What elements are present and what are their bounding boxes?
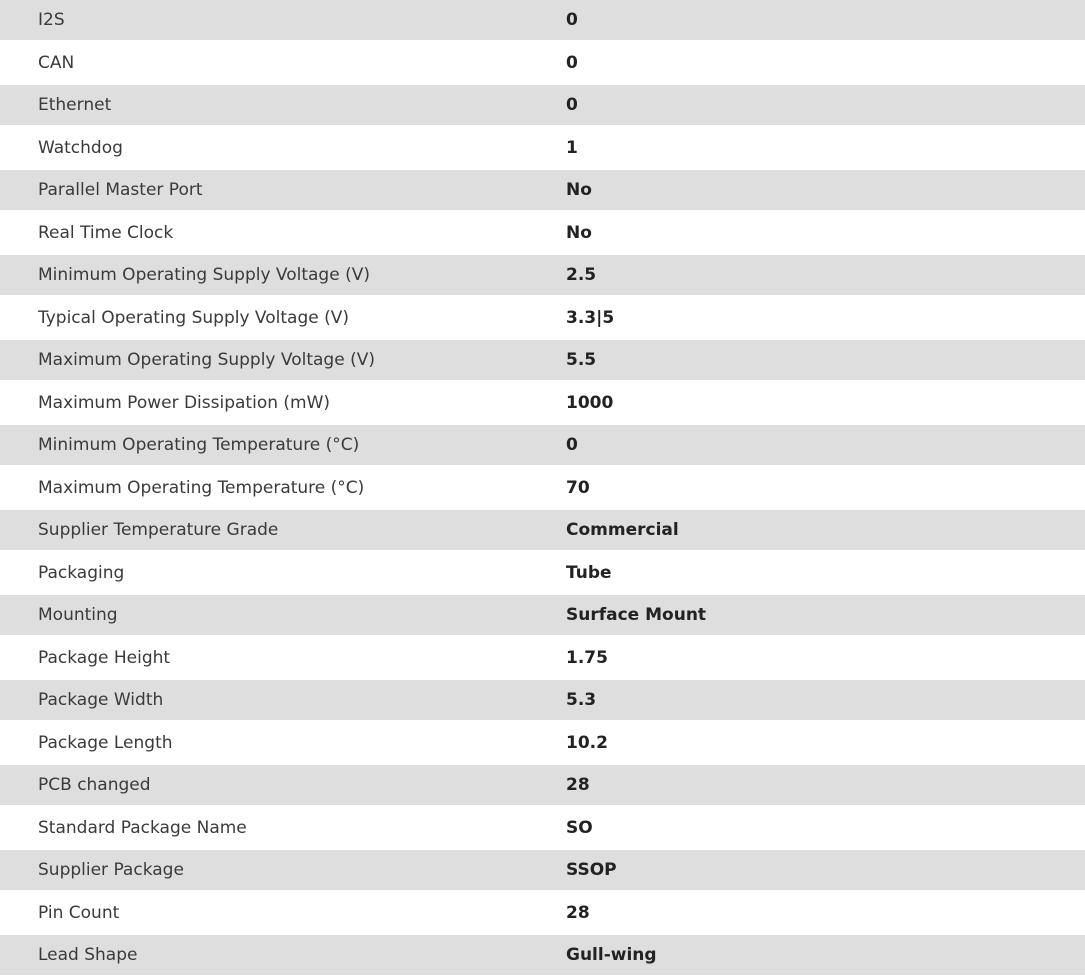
spec-label: Ethernet [0, 85, 566, 125]
table-row: Package Height 1.75 [0, 635, 1085, 680]
spec-value: 3.3|5 [566, 295, 1085, 340]
spec-label: I2S [0, 0, 566, 40]
spec-value: 1.75 [566, 635, 1085, 680]
spec-value: 0 [566, 0, 1085, 40]
spec-label: Pin Count [0, 890, 566, 935]
table-row: I2S 0 [0, 0, 1085, 40]
spec-label: Real Time Clock [0, 210, 566, 255]
spec-value: Gull-wing [566, 935, 1085, 975]
spec-value: 28 [566, 765, 1085, 805]
spec-label: Minimum Operating Temperature (°C) [0, 425, 566, 465]
table-row: Real Time Clock No [0, 210, 1085, 255]
table-row: CAN 0 [0, 40, 1085, 85]
spec-value: Surface Mount [566, 595, 1085, 635]
spec-value: 10.2 [566, 720, 1085, 765]
table-row: Watchdog 1 [0, 125, 1085, 170]
spec-label: Watchdog [0, 125, 566, 170]
spec-value: 5.3 [566, 680, 1085, 720]
spec-label: Mounting [0, 595, 566, 635]
table-row: Ethernet 0 [0, 85, 1085, 125]
table-row: Maximum Operating Temperature (°C) 70 [0, 465, 1085, 510]
spec-value: 1000 [566, 380, 1085, 425]
table-row: PCB changed 28 [0, 765, 1085, 805]
table-row: Minimum Operating Supply Voltage (V) 2.5 [0, 255, 1085, 295]
table-row: Minimum Operating Temperature (°C) 0 [0, 425, 1085, 465]
table-row: Supplier Temperature Grade Commercial [0, 510, 1085, 550]
spec-value: 0 [566, 40, 1085, 85]
table-row: Maximum Power Dissipation (mW) 1000 [0, 380, 1085, 425]
spec-value: No [566, 210, 1085, 255]
table-row: Mounting Surface Mount [0, 595, 1085, 635]
spec-label: Supplier Package [0, 850, 566, 890]
spec-label: CAN [0, 40, 566, 85]
table-row: Supplier Package SSOP [0, 850, 1085, 890]
spec-value: 2.5 [566, 255, 1085, 295]
spec-label: Parallel Master Port [0, 170, 566, 210]
table-row: Maximum Operating Supply Voltage (V) 5.5 [0, 340, 1085, 380]
spec-label: PCB changed [0, 765, 566, 805]
spec-label: Maximum Operating Supply Voltage (V) [0, 340, 566, 380]
spec-label: Packaging [0, 550, 566, 595]
table-row: Typical Operating Supply Voltage (V) 3.3|… [0, 295, 1085, 340]
table-row: Package Width 5.3 [0, 680, 1085, 720]
table-row: Parallel Master Port No [0, 170, 1085, 210]
spec-value: 28 [566, 890, 1085, 935]
table-row: Standard Package Name SO [0, 805, 1085, 850]
spec-value: Tube [566, 550, 1085, 595]
spec-label: Package Length [0, 720, 566, 765]
spec-value: SO [566, 805, 1085, 850]
table-row: Lead Shape Gull-wing [0, 935, 1085, 975]
spec-label: Package Height [0, 635, 566, 680]
spec-label: Typical Operating Supply Voltage (V) [0, 295, 566, 340]
spec-value: Commercial [566, 510, 1085, 550]
spec-label: Lead Shape [0, 935, 566, 975]
spec-value: No [566, 170, 1085, 210]
spec-label: Maximum Operating Temperature (°C) [0, 465, 566, 510]
table-row: Pin Count 28 [0, 890, 1085, 935]
spec-label: Maximum Power Dissipation (mW) [0, 380, 566, 425]
spec-value: 0 [566, 425, 1085, 465]
spec-value: SSOP [566, 850, 1085, 890]
spec-value: 5.5 [566, 340, 1085, 380]
spec-label: Standard Package Name [0, 805, 566, 850]
table-row: Packaging Tube [0, 550, 1085, 595]
spec-value: 1 [566, 125, 1085, 170]
spec-value: 0 [566, 85, 1085, 125]
spec-label: Supplier Temperature Grade [0, 510, 566, 550]
spec-label: Minimum Operating Supply Voltage (V) [0, 255, 566, 295]
spec-label: Package Width [0, 680, 566, 720]
table-row: Package Length 10.2 [0, 720, 1085, 765]
spec-value: 70 [566, 465, 1085, 510]
